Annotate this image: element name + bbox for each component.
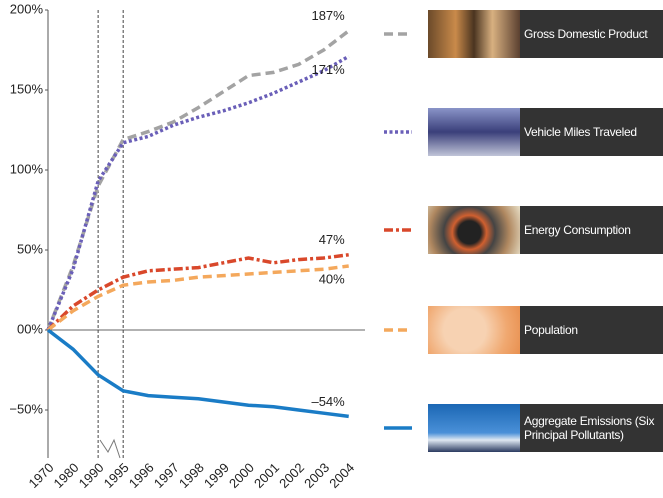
x-tick-label: 1999 bbox=[201, 460, 232, 491]
value-label: 47% bbox=[319, 232, 345, 247]
legend-item: Energy Consumption bbox=[382, 206, 663, 254]
x-tick-label: 1998 bbox=[176, 460, 207, 491]
legend-item: Aggregate Emissions (Six Principal Pollu… bbox=[382, 404, 663, 452]
legend-item: Vehicle Miles Traveled bbox=[382, 108, 663, 156]
x-tick-label: 1980 bbox=[51, 460, 82, 491]
legend-photo bbox=[428, 206, 520, 254]
axis-break bbox=[99, 438, 121, 459]
legend-swatch bbox=[384, 228, 412, 232]
x-tick-label: 2003 bbox=[301, 460, 332, 491]
series-line bbox=[46, 54, 350, 331]
legend-photo bbox=[428, 306, 520, 354]
legend-swatch bbox=[384, 32, 412, 36]
legend-label: Population bbox=[520, 306, 663, 354]
y-tick-label: 200% bbox=[10, 1, 44, 16]
value-label: 187% bbox=[311, 8, 345, 23]
x-tick-label: 1970 bbox=[25, 460, 56, 491]
x-tick-label: 2000 bbox=[226, 460, 257, 491]
y-tick-label: 150% bbox=[10, 81, 44, 96]
legend-label: Vehicle Miles Traveled bbox=[520, 108, 663, 156]
x-tick-label: 1996 bbox=[126, 460, 157, 491]
series-line bbox=[46, 29, 350, 331]
series-line bbox=[46, 328, 349, 419]
x-tick-label: 2004 bbox=[326, 460, 357, 491]
y-tick-label: −50% bbox=[9, 401, 43, 416]
y-tick-label: 00% bbox=[17, 321, 43, 336]
legend-label: Energy Consumption bbox=[520, 206, 663, 254]
legend-item: Population bbox=[382, 306, 663, 354]
legend-label: Gross Domestic Product bbox=[520, 10, 663, 58]
x-tick-label: 2001 bbox=[251, 460, 282, 491]
value-label: 171% bbox=[311, 62, 345, 77]
legend-photo bbox=[428, 108, 520, 156]
legend-swatch bbox=[384, 130, 412, 134]
legend-photo bbox=[428, 10, 520, 58]
y-tick-label: 50% bbox=[17, 241, 43, 256]
legend-swatch bbox=[384, 426, 412, 430]
x-tick-label: 1997 bbox=[151, 460, 182, 491]
series-line bbox=[46, 264, 349, 332]
x-tick-label: 1990 bbox=[76, 460, 107, 491]
x-tick-label: 1995 bbox=[101, 460, 132, 491]
legend-swatch bbox=[384, 328, 412, 332]
chart: −50%00%50%100%150%200%197019801990199519… bbox=[9, 1, 365, 491]
legend-label: Aggregate Emissions (Six Principal Pollu… bbox=[520, 404, 663, 452]
value-label: 40% bbox=[319, 271, 345, 286]
series-line bbox=[46, 253, 349, 332]
legend-photo bbox=[428, 404, 520, 452]
x-tick-label: 2002 bbox=[276, 460, 307, 491]
y-tick-label: 100% bbox=[10, 161, 44, 176]
value-label: –54% bbox=[311, 394, 345, 409]
legend-item: Gross Domestic Product bbox=[382, 10, 663, 58]
